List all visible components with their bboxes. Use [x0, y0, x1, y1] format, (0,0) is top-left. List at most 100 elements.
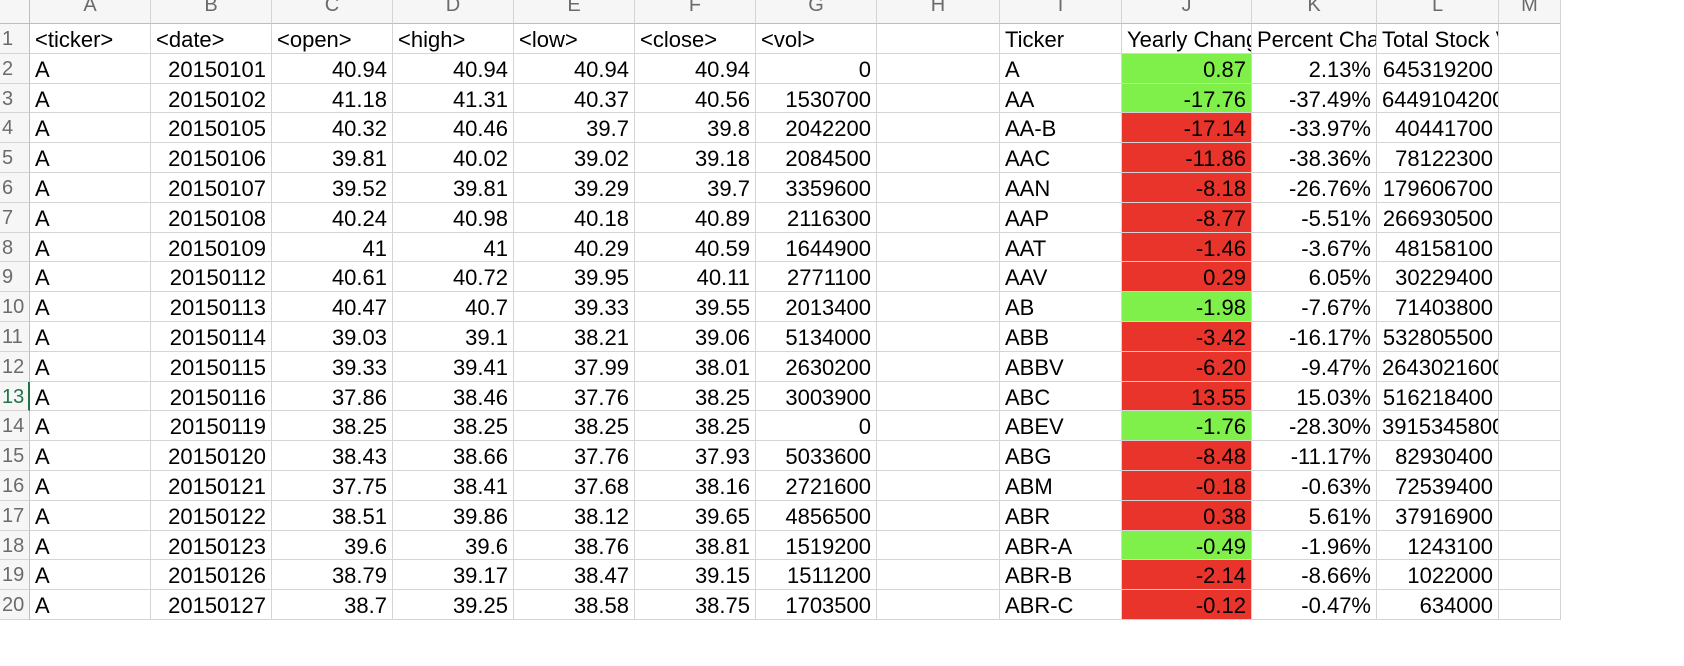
total-volume-cell[interactable]: 645319200 — [1377, 53, 1499, 84]
ticker-cell[interactable]: A — [30, 322, 151, 352]
data-cell[interactable]: 0 — [756, 53, 877, 84]
data-cell[interactable]: 39.33 — [514, 292, 635, 322]
data-cell[interactable]: 39.65 — [635, 500, 756, 531]
summary-ticker-cell[interactable]: ABG — [1000, 441, 1122, 471]
data-cell[interactable]: 38.7 — [272, 590, 393, 620]
data-cell[interactable]: 39.18 — [635, 143, 756, 173]
select-all-corner[interactable] — [0, 0, 30, 24]
yearly-change-cell[interactable]: -2.14 — [1122, 560, 1252, 591]
data-cell[interactable]: 40.46 — [393, 113, 514, 144]
summary-ticker-cell[interactable]: AAP — [1000, 202, 1122, 233]
row-header[interactable]: 3 — [0, 83, 30, 114]
total-volume-cell[interactable]: 179606700 — [1377, 173, 1499, 203]
total-volume-cell[interactable]: 634000 — [1377, 590, 1499, 620]
empty-cell[interactable] — [1499, 202, 1561, 233]
empty-cell[interactable] — [1499, 560, 1561, 591]
data-cell[interactable]: 20150107 — [151, 173, 272, 203]
column-header[interactable]: K — [1252, 0, 1377, 24]
data-cell[interactable]: 39.6 — [393, 530, 514, 561]
data-cell[interactable]: 1703500 — [756, 590, 877, 620]
percent-change-cell[interactable]: -37.49% — [1252, 83, 1377, 114]
column-header[interactable]: D — [393, 0, 514, 24]
empty-cell[interactable] — [1499, 173, 1561, 203]
summary-ticker-cell[interactable]: ABBV — [1000, 351, 1122, 382]
row-header[interactable]: 11 — [0, 322, 30, 352]
percent-change-cell[interactable]: -1.96% — [1252, 530, 1377, 561]
yearly-change-cell[interactable]: -17.14 — [1122, 113, 1252, 144]
percent-change-cell[interactable]: -38.36% — [1252, 143, 1377, 173]
data-cell[interactable]: 40.94 — [514, 53, 635, 84]
ticker-cell[interactable]: A — [30, 262, 151, 293]
data-cell[interactable]: 40.94 — [393, 53, 514, 84]
total-volume-cell[interactable]: 3915345800 — [1377, 411, 1499, 442]
data-cell[interactable]: 37.75 — [272, 471, 393, 501]
empty-cell[interactable] — [1499, 530, 1561, 561]
summary-ticker-cell[interactable]: AA-B — [1000, 113, 1122, 144]
empty-cell[interactable] — [877, 322, 1000, 352]
ticker-cell[interactable]: A — [30, 202, 151, 233]
yearly-change-cell[interactable]: -1.98 — [1122, 292, 1252, 322]
row-header[interactable]: 2 — [0, 53, 30, 84]
column-header[interactable]: E — [514, 0, 635, 24]
yearly-change-cell[interactable]: -0.12 — [1122, 590, 1252, 620]
data-cell[interactable]: 38.21 — [514, 322, 635, 352]
total-volume-cell[interactable]: 48158100 — [1377, 232, 1499, 263]
data-cell[interactable]: 39.95 — [514, 262, 635, 293]
total-volume-cell[interactable]: 40441700 — [1377, 113, 1499, 144]
data-cell[interactable]: 38.12 — [514, 500, 635, 531]
data-cell[interactable]: 38.25 — [514, 411, 635, 442]
data-cell[interactable]: 40.37 — [514, 83, 635, 114]
row-header[interactable]: 19 — [0, 560, 30, 591]
data-cell[interactable]: 20150112 — [151, 262, 272, 293]
ticker-cell[interactable]: A — [30, 292, 151, 322]
data-cell[interactable]: 39.06 — [635, 322, 756, 352]
data-cell[interactable]: 39.52 — [272, 173, 393, 203]
column-header[interactable]: M — [1499, 0, 1561, 24]
data-cell[interactable]: 40.18 — [514, 202, 635, 233]
empty-cell[interactable] — [1499, 53, 1561, 84]
data-cell[interactable]: 40.59 — [635, 232, 756, 263]
data-cell[interactable]: 20150102 — [151, 83, 272, 114]
empty-cell[interactable] — [877, 560, 1000, 591]
summary-ticker-cell[interactable]: ABEV — [1000, 411, 1122, 442]
empty-cell[interactable] — [877, 411, 1000, 442]
summary-ticker-cell[interactable]: ABR — [1000, 500, 1122, 531]
empty-cell[interactable] — [1499, 292, 1561, 322]
data-cell[interactable]: 39.81 — [393, 173, 514, 203]
data-cell[interactable]: 39.41 — [393, 351, 514, 382]
ticker-cell[interactable]: A — [30, 530, 151, 561]
column-header[interactable]: G — [756, 0, 877, 24]
row-header[interactable]: 6 — [0, 173, 30, 203]
summary-header-cell[interactable]: Ticker — [1000, 24, 1122, 54]
total-volume-cell[interactable]: 37916900 — [1377, 500, 1499, 531]
data-cell[interactable]: 39.02 — [514, 143, 635, 173]
empty-cell[interactable] — [877, 113, 1000, 144]
data-cell[interactable]: 2771100 — [756, 262, 877, 293]
row-header[interactable]: 5 — [0, 143, 30, 173]
summary-ticker-cell[interactable]: AAC — [1000, 143, 1122, 173]
yearly-change-cell[interactable]: -3.42 — [1122, 322, 1252, 352]
row-header[interactable]: 17 — [0, 500, 30, 531]
summary-ticker-cell[interactable]: ABM — [1000, 471, 1122, 501]
data-cell[interactable]: 3359600 — [756, 173, 877, 203]
data-cell[interactable]: 38.25 — [393, 411, 514, 442]
data-cell[interactable]: 40.24 — [272, 202, 393, 233]
data-cell[interactable]: 38.16 — [635, 471, 756, 501]
ticker-cell[interactable]: A — [30, 113, 151, 144]
data-cell[interactable]: 37.68 — [514, 471, 635, 501]
data-cell[interactable]: 20150119 — [151, 411, 272, 442]
percent-change-cell[interactable]: -0.63% — [1252, 471, 1377, 501]
data-cell[interactable]: 38.47 — [514, 560, 635, 591]
percent-change-cell[interactable]: 6.05% — [1252, 262, 1377, 293]
empty-cell[interactable] — [1499, 113, 1561, 144]
percent-change-cell[interactable]: -33.97% — [1252, 113, 1377, 144]
yearly-change-cell[interactable]: 13.55 — [1122, 381, 1252, 412]
percent-change-cell[interactable]: -3.67% — [1252, 232, 1377, 263]
data-cell[interactable]: 1519200 — [756, 530, 877, 561]
data-cell[interactable]: 39.29 — [514, 173, 635, 203]
data-cell[interactable]: 38.25 — [635, 411, 756, 442]
empty-cell[interactable] — [877, 24, 1000, 54]
data-cell[interactable]: 40.61 — [272, 262, 393, 293]
data-cell[interactable]: 40.94 — [272, 53, 393, 84]
total-volume-cell[interactable]: 6449104200 — [1377, 83, 1499, 114]
